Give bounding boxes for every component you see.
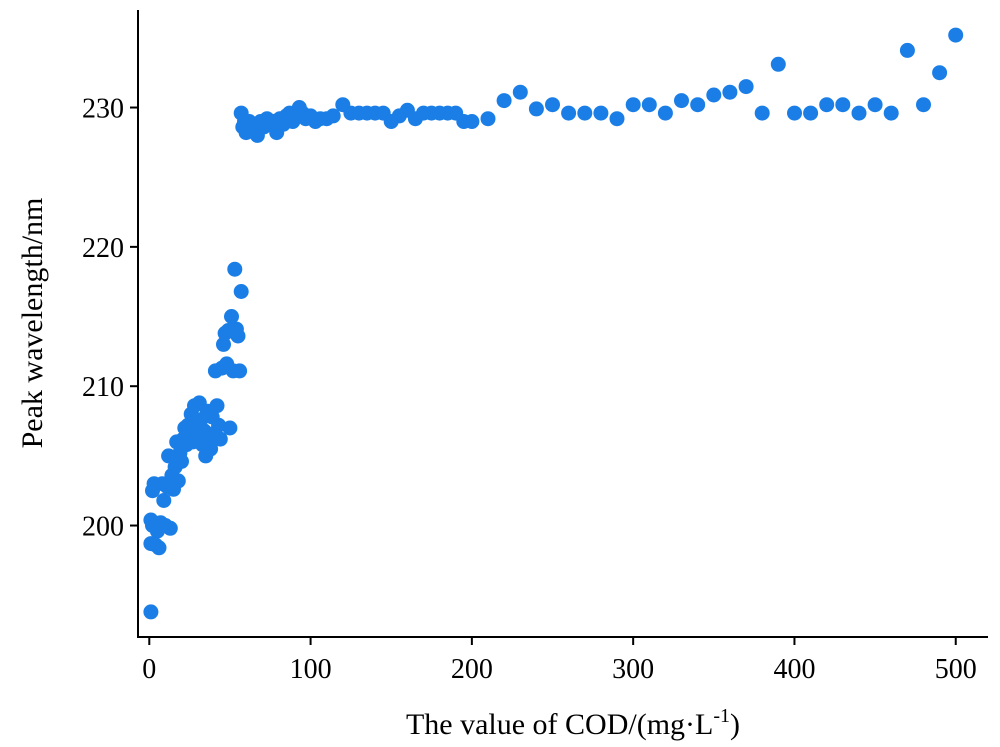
data-point [496, 93, 512, 109]
data-point [916, 97, 931, 113]
data-point [222, 420, 238, 436]
data-point [512, 84, 528, 100]
x-axis-title-superscript: -1 [713, 705, 730, 727]
data-point [156, 493, 172, 508]
data-point [203, 441, 219, 457]
data-point [819, 97, 835, 113]
x-tick-label: 300 [612, 654, 654, 685]
data-point [851, 105, 867, 121]
data-point [233, 284, 249, 299]
x-tick-label: 0 [142, 654, 156, 685]
data-point [224, 309, 239, 324]
data-point [770, 56, 786, 72]
data-point [216, 336, 231, 352]
data-point [325, 108, 341, 124]
x-axis-ticks: 0 100 200 300 400 500 [142, 637, 977, 685]
data-point [690, 97, 706, 113]
data-point [170, 473, 186, 489]
data-point [657, 105, 673, 121]
data-point [674, 93, 689, 109]
data-point [211, 417, 227, 433]
data-point [609, 111, 625, 127]
x-tick-label: 200 [451, 654, 493, 685]
data-point [528, 101, 544, 117]
data-point [625, 97, 641, 113]
data-point [867, 97, 883, 113]
x-tick-label: 100 [290, 654, 332, 685]
data-point [232, 363, 248, 379]
data-point [899, 42, 915, 58]
data-point [143, 604, 159, 620]
data-point [932, 65, 948, 81]
data-point [209, 398, 225, 414]
data-point [706, 87, 722, 103]
y-axis-ticks: 200 210 220 230 [82, 94, 138, 543]
data-point [174, 453, 189, 469]
y-tick-label: 200 [82, 512, 124, 543]
data-point [480, 111, 496, 127]
y-tick-label: 210 [82, 372, 124, 403]
data-point [162, 520, 178, 536]
data-point [464, 114, 480, 129]
data-point [151, 540, 167, 556]
data-point [545, 97, 560, 113]
data-point [561, 105, 577, 121]
data-point [754, 105, 770, 121]
data-point [948, 27, 964, 43]
y-axis-title: Peak wavelength/nm [16, 198, 49, 449]
y-tick-label: 230 [82, 94, 124, 125]
data-point [161, 448, 177, 464]
data-points [143, 27, 964, 620]
data-point [593, 105, 609, 121]
data-point [722, 84, 738, 100]
data-point [212, 431, 228, 447]
x-tick-label: 500 [935, 654, 977, 685]
x-axis-title-end: ) [730, 708, 740, 741]
data-point [803, 105, 819, 121]
data-point [738, 79, 754, 95]
x-axis-title-main: The value of COD/(mg·L [406, 708, 713, 741]
x-axis-title: The value of COD/(mg·L-1) [406, 705, 740, 741]
data-point [230, 328, 246, 344]
data-point [641, 97, 657, 113]
x-tick-label: 400 [773, 654, 815, 685]
data-point [577, 105, 593, 121]
data-point [787, 105, 802, 121]
data-point [883, 105, 899, 121]
data-point [835, 97, 851, 113]
y-tick-label: 220 [82, 233, 124, 264]
data-point [227, 261, 243, 277]
